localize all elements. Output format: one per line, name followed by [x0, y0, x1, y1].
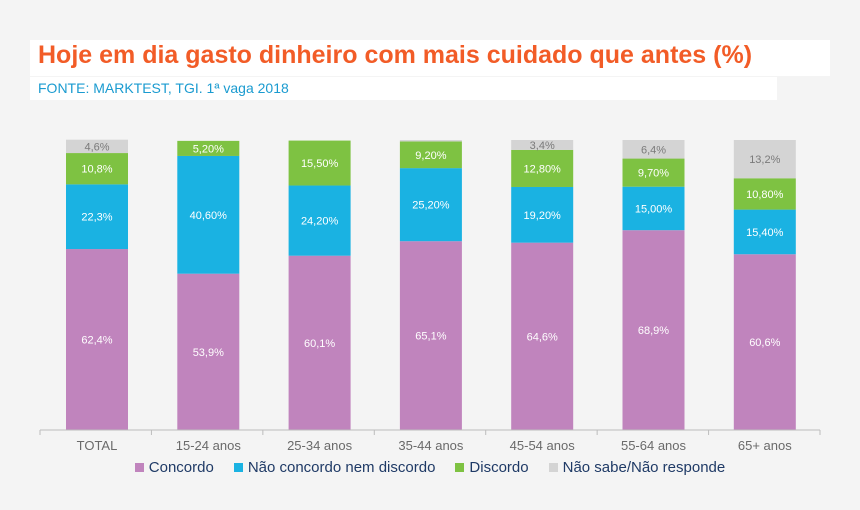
data-label-discordo-2: 15,50%: [301, 158, 339, 170]
bar-discordo-6: [733, 178, 796, 210]
legend-item-nao-concordo-nem-discordo: Não concordo nem discordo: [233, 459, 436, 476]
data-label-discordo-0: 10,8%: [81, 164, 112, 176]
bar-concordo-4: [511, 242, 574, 430]
x-tick-label-2: 25-34 anos: [287, 438, 353, 453]
bar-discordo-4: [511, 149, 574, 187]
bar-nao-concordo-nem-discordo-5: [622, 186, 685, 231]
x-tick-label-4: 45-54 anos: [510, 438, 576, 453]
data-label-concordo-5: 68,9%: [638, 325, 669, 337]
bar-nao-concordo-nem-discordo-2: [288, 185, 351, 256]
bar-concordo-6: [733, 254, 796, 430]
title-background: [30, 40, 830, 76]
data-label-nao-concordo-nem-discordo-5: 15,00%: [635, 203, 673, 215]
bar-nao-sabe-4: [511, 140, 574, 150]
data-label-discordo-1: 5,20%: [193, 143, 224, 155]
legend-swatch-discordo: [455, 463, 465, 472]
bar-concordo-2: [288, 255, 351, 430]
subtitle-background: [30, 77, 777, 100]
bar-concordo-3: [399, 241, 462, 430]
legend-item-concordo: Concordo: [134, 459, 214, 476]
data-label-concordo-0: 62,4%: [81, 335, 112, 347]
legend-swatch-nao-concordo-nem-discordo: [233, 463, 243, 472]
bar-nao-sabe-0: [66, 139, 128, 154]
bar-nao-concordo-nem-discordo-1: [177, 155, 240, 274]
data-label-nao-concordo-nem-discordo-2: 24,20%: [301, 216, 339, 228]
x-tick-label-5: 55-64 anos: [621, 438, 687, 453]
chart-legend: Concordo Não concordo nem discordo Discord…: [0, 459, 860, 476]
data-label-nao-sabe-6: 13,2%: [749, 154, 780, 166]
data-label-discordo-4: 12,80%: [524, 163, 562, 175]
bar-nao-concordo-nem-discordo-0: [66, 184, 128, 250]
data-label-concordo-4: 64,6%: [527, 331, 558, 343]
bar-concordo-0: [66, 249, 128, 430]
data-label-nao-concordo-nem-discordo-3: 25,20%: [412, 200, 450, 212]
bar-nao-sabe-6: [733, 140, 796, 179]
bar-discordo-0: [66, 153, 128, 185]
data-label-nao-concordo-nem-discordo-6: 15,40%: [746, 227, 784, 239]
bar-nao-concordo-nem-discordo-4: [511, 186, 574, 243]
legend-label-concordo: Concordo: [148, 459, 214, 476]
chart-title: Hoje em dia gasto dinheiro com mais cuid…: [38, 41, 753, 69]
data-label-concordo-2: 60,1%: [304, 338, 335, 350]
bar-concordo-1: [177, 273, 240, 430]
bar-nao-sabe-5: [622, 140, 685, 159]
data-label-nao-sabe-5: 6,4%: [641, 144, 666, 156]
legend-item-nao-sabe: Não sabe/Não responde: [548, 459, 726, 476]
data-label-discordo-3: 9,20%: [415, 150, 446, 162]
legend-swatch-nao-sabe: [548, 463, 558, 472]
data-label-nao-concordo-nem-discordo-0: 22,3%: [81, 212, 112, 224]
legend-item-discordo: Discordo: [455, 459, 529, 476]
bar-nao-concordo-nem-discordo-6: [733, 209, 796, 255]
x-tick-label-1: 15-24 anos: [176, 438, 242, 453]
data-label-discordo-5: 9,70%: [638, 168, 669, 180]
x-tick-label-0: TOTAL: [77, 438, 118, 453]
data-label-concordo-1: 53,9%: [193, 347, 224, 359]
x-tick-label-3: 35-44 anos: [398, 438, 464, 453]
x-tick-label-6: 65+ anos: [738, 438, 792, 453]
chart-subtitle: FONTE: MARKTEST, TGI. 1ª vaga 2018: [38, 80, 289, 96]
bar-nao-concordo-nem-discordo-3: [399, 168, 462, 242]
legend-label-nao-concordo-nem-discordo: Não concordo nem discordo: [247, 459, 436, 476]
bar-nao-sabe-3: [399, 140, 462, 142]
data-label-concordo-6: 60,6%: [749, 337, 780, 349]
data-label-concordo-3: 65,1%: [415, 331, 446, 343]
bar-discordo-5: [622, 158, 685, 187]
data-label-nao-sabe-4: 3,4%: [530, 140, 555, 152]
data-label-nao-concordo-nem-discordo-1: 40,60%: [190, 210, 228, 222]
legend-label-nao-sabe: Não sabe/Não responde: [562, 459, 726, 476]
bar-discordo-2: [288, 140, 351, 186]
bar-discordo-1: [177, 140, 240, 156]
legend-label-discordo: Discordo: [469, 459, 529, 476]
bar-concordo-5: [622, 230, 685, 430]
data-label-discordo-6: 10,80%: [746, 189, 784, 201]
bar-discordo-3: [399, 141, 462, 169]
legend-swatch-concordo: [134, 463, 144, 472]
data-label-nao-sabe-0: 4,6%: [84, 141, 109, 153]
data-label-nao-concordo-nem-discordo-4: 19,20%: [524, 210, 562, 222]
